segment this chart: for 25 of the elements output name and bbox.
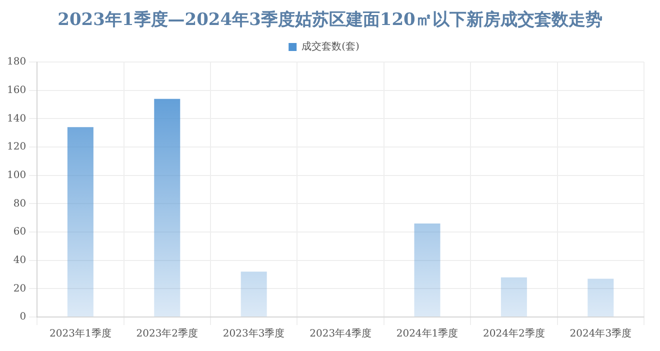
y-tick-label: 140 [6, 113, 26, 124]
y-tick-label: 60 [13, 226, 26, 238]
y-tick-label: 120 [6, 142, 26, 153]
x-tick-label: 2023年2季度 [136, 328, 198, 340]
y-tick-label: 20 [13, 283, 26, 294]
y-tick-label: 80 [13, 198, 26, 210]
x-tick-label: 2024年1季度 [396, 328, 458, 340]
legend-label: 成交套数(套) [302, 40, 360, 53]
bar [500, 277, 527, 316]
x-tick-label: 2024年3季度 [570, 328, 632, 340]
y-tick-label: 0 [20, 312, 26, 323]
y-tick-label: 100 [6, 170, 26, 181]
chart-title: 2023年1季度—2024年3季度姑苏区建面120㎡以下新房成交套数走势 [56, 9, 604, 32]
bar [414, 224, 440, 316]
y-tick-label: 160 [6, 84, 26, 96]
y-tick-label: 40 [13, 254, 26, 266]
x-tick-label: 2023年3季度 [222, 328, 285, 340]
bar [240, 272, 267, 316]
y-tick-label: 180 [6, 56, 26, 68]
x-tick-label: 2024年2季度 [483, 328, 545, 340]
x-tick-label: 2023年1季度 [50, 328, 112, 340]
x-tick-label: 2023年4季度 [310, 328, 372, 340]
bar [67, 127, 94, 316]
bar [588, 278, 614, 316]
bar [154, 98, 180, 316]
